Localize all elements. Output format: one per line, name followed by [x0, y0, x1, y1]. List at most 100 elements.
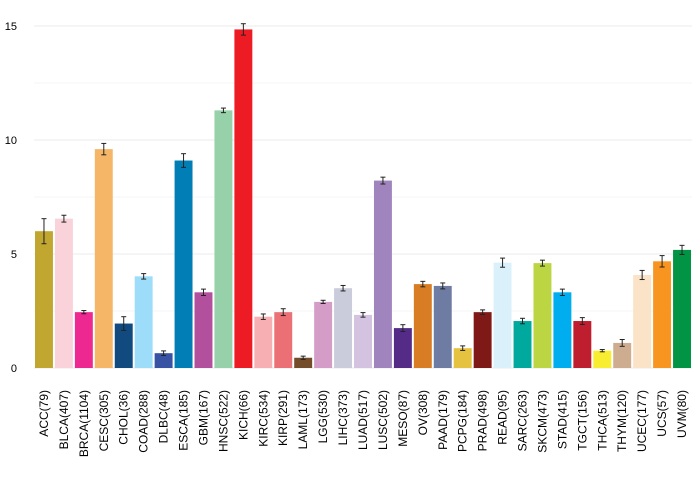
bar — [254, 316, 273, 368]
error-bar — [559, 288, 565, 296]
x-tick-label: SKCM(473) — [535, 390, 549, 453]
x-tick-label: HNSC(522) — [216, 390, 230, 452]
error-bar — [480, 309, 486, 315]
bar — [35, 231, 53, 368]
x-tick-label: COAD(288) — [137, 390, 151, 453]
error-bar — [41, 218, 47, 245]
x-tick-label: PAAD(179) — [436, 390, 450, 450]
error-bar — [320, 299, 326, 304]
bar — [354, 314, 372, 368]
error-bar — [679, 244, 685, 255]
error-bar — [539, 259, 545, 267]
bar — [653, 261, 672, 368]
x-tick-label: KIRC(534) — [256, 390, 270, 447]
bar — [134, 276, 153, 368]
y-tick-label: 10 — [5, 135, 17, 147]
bar — [473, 312, 492, 368]
x-tick-label: UVM(80) — [675, 390, 689, 438]
error-bar — [579, 317, 585, 325]
bar — [413, 284, 432, 368]
bar — [154, 353, 173, 368]
x-tick-label: DLBC(48) — [157, 390, 171, 443]
error-bar — [300, 355, 306, 360]
error-bar — [141, 273, 147, 280]
x-tick-label: GBM(167) — [196, 390, 210, 445]
error-bar — [61, 214, 67, 223]
bar — [573, 321, 592, 368]
x-tick-label: CESC(305) — [97, 390, 111, 451]
error-bar — [340, 284, 346, 292]
y-tick-label: 0 — [11, 363, 17, 375]
error-bar — [400, 324, 406, 333]
bar — [613, 342, 632, 368]
x-tick-label: KIRP(291) — [276, 390, 290, 446]
x-tick-label: LGG(530) — [316, 390, 330, 443]
bar — [334, 288, 353, 368]
bar — [274, 312, 293, 368]
error-bar — [520, 317, 526, 325]
x-tick-label: KICH(66) — [236, 390, 250, 440]
error-bar — [619, 339, 625, 347]
bar — [673, 249, 691, 368]
bar — [513, 321, 532, 368]
error-bar — [460, 345, 466, 351]
error-bar — [81, 310, 87, 315]
x-tick-label: BLCA(407) — [57, 390, 71, 449]
error-bar — [280, 308, 286, 317]
x-tick-label: UCS(57) — [655, 390, 669, 437]
x-tick-label: CHOL(36) — [117, 390, 131, 445]
error-bar — [500, 257, 506, 268]
error-bars — [41, 23, 685, 360]
x-tick-label: LIHC(373) — [336, 390, 350, 445]
x-tick-label: PRAD(498) — [476, 390, 490, 451]
bar — [94, 149, 113, 368]
error-bar — [599, 349, 605, 353]
error-bar — [200, 288, 206, 296]
bar — [234, 29, 253, 368]
x-tick-label: THYM(120) — [615, 390, 629, 452]
bar — [314, 301, 333, 368]
y-tick-label: 5 — [11, 249, 17, 261]
bar — [393, 328, 412, 368]
bar — [593, 350, 612, 368]
x-tick-label: SARC(263) — [516, 390, 530, 451]
error-bar — [380, 176, 386, 185]
error-bar — [639, 269, 645, 281]
error-bar — [161, 350, 167, 356]
x-tick-label: LAML(173) — [296, 390, 310, 449]
bar — [114, 323, 133, 368]
bar — [214, 110, 233, 369]
bar — [373, 180, 392, 368]
bar — [553, 292, 572, 368]
bar — [174, 160, 193, 368]
bar — [533, 263, 552, 368]
y-axis: 0 5 10 15 — [5, 21, 17, 375]
error-bar — [360, 312, 366, 318]
error-bar — [659, 255, 665, 268]
bar — [294, 357, 313, 368]
bars — [35, 29, 691, 369]
error-bar — [121, 316, 127, 331]
x-tick-label: LUSC(502) — [376, 390, 390, 450]
bar — [74, 312, 93, 368]
x-tick-label: LUAD(517) — [356, 390, 370, 450]
bar — [194, 292, 213, 368]
x-tick-label: STAD(415) — [555, 390, 569, 449]
y-tick-label: 15 — [5, 21, 17, 33]
x-tick-label: UCEC(177) — [635, 390, 649, 452]
error-bar — [220, 107, 226, 114]
x-tick-label: MESO(87) — [396, 390, 410, 447]
error-bar — [240, 23, 246, 36]
x-tick-label: TGCT(156) — [575, 390, 589, 451]
x-tick-label: ACC(79) — [37, 390, 51, 437]
error-bar — [440, 282, 446, 290]
x-tick-label: PCPG(184) — [456, 390, 470, 452]
error-bar — [181, 153, 187, 168]
x-tick-label: READ(95) — [496, 390, 510, 445]
error-bar — [101, 142, 107, 156]
x-tick-label: THCA(513) — [595, 390, 609, 451]
bar — [493, 262, 512, 368]
bar — [633, 274, 652, 368]
bar — [453, 348, 472, 368]
